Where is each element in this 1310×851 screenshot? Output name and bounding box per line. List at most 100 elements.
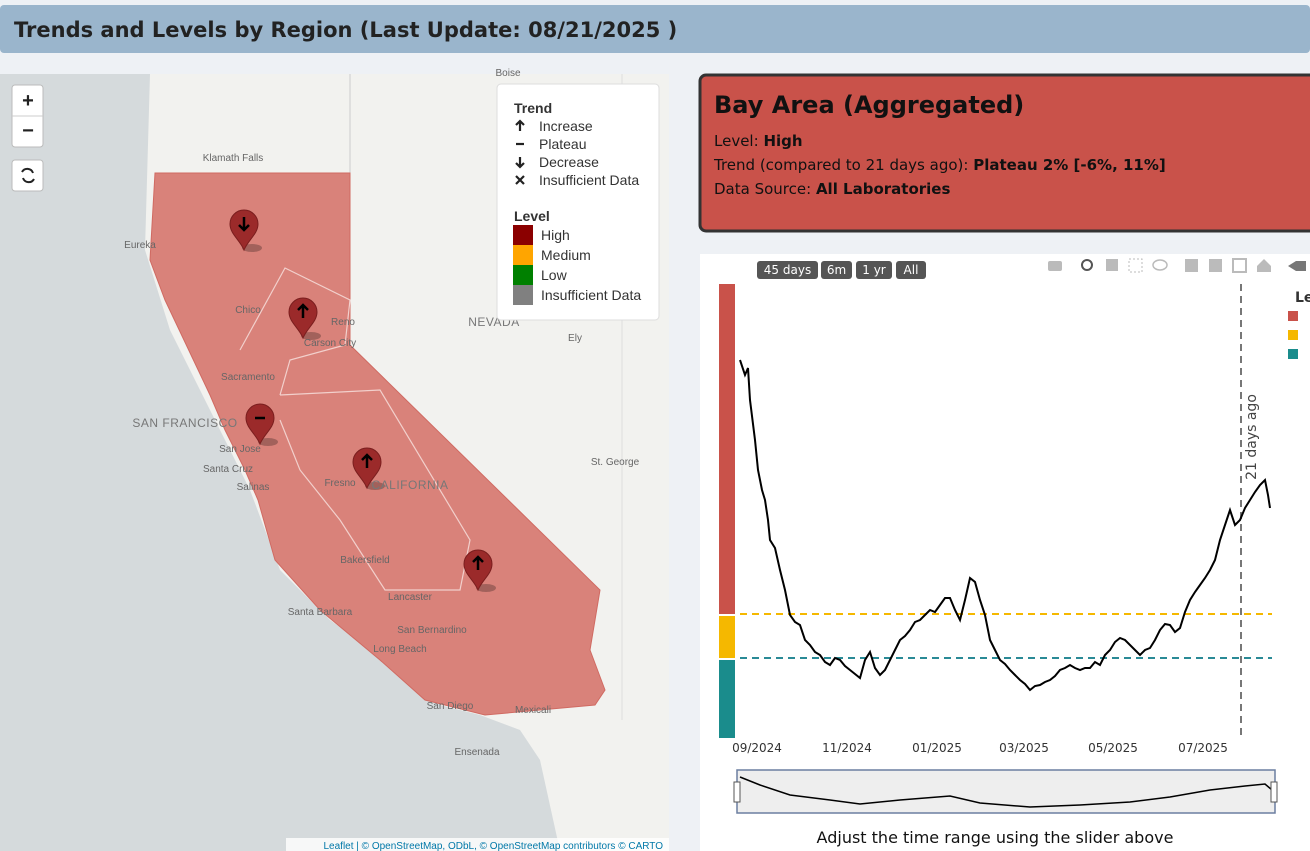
map-label: Boise (495, 68, 520, 79)
modebar-button[interactable] (1209, 259, 1222, 272)
map-label: Ensenada (454, 747, 499, 758)
zoom-in[interactable]: + (22, 90, 34, 112)
modebar-button[interactable] (1232, 258, 1247, 273)
level-band (719, 616, 735, 658)
range-button[interactable] (856, 261, 892, 279)
range-button[interactable] (757, 261, 818, 279)
marker-pin (463, 549, 493, 592)
map-label: Long Beach (373, 644, 426, 655)
map-label: Carson City (304, 338, 356, 349)
reset-button[interactable] (11, 159, 44, 192)
legend-label: Plateau (539, 136, 586, 152)
region-marker[interactable] (229, 209, 262, 252)
region-marker[interactable] (288, 297, 321, 340)
legend-icon (515, 175, 525, 185)
region-marker[interactable] (463, 549, 496, 592)
range-button[interactable] (821, 261, 852, 279)
map-label: San Jose (219, 444, 261, 455)
map-label: Fresno (324, 478, 356, 489)
value: High (763, 132, 802, 150)
marker-shadow (242, 244, 262, 252)
attribution[interactable]: Leaflet | © OpenStreetMap, ODbL, © OpenS… (324, 841, 664, 851)
modebar-button[interactable] (1128, 258, 1143, 273)
map-label: Santa Cruz (203, 464, 253, 475)
legend-icon (515, 157, 525, 169)
legend-swatch (1288, 349, 1298, 359)
map-label: Sacramento (221, 372, 275, 383)
x-tick-label: 01/2025 (912, 741, 962, 755)
x-tick-label: 05/2025 (1088, 741, 1138, 755)
header-title: Trends and Levels by Region (Last Update… (14, 18, 677, 42)
legend-title: Trend (514, 100, 552, 116)
region-marker[interactable] (245, 403, 278, 446)
range-button-label[interactable]: 6m (827, 263, 846, 277)
zoom-out[interactable]: − (22, 120, 34, 142)
range-button-label[interactable]: 45 days (764, 263, 811, 277)
info-panel (698, 73, 1310, 233)
marker-pin (352, 447, 382, 490)
legend-icon (515, 119, 525, 131)
trend-line (739, 359, 1271, 692)
annotation: 21 days ago (1244, 394, 1260, 480)
slider-line (739, 776, 1273, 808)
subregion-borders (239, 267, 471, 591)
range-button-label[interactable]: All (904, 263, 919, 277)
label: Data Source: (714, 180, 811, 198)
slider-handle[interactable] (1270, 781, 1278, 803)
modebar-button[interactable] (1106, 259, 1118, 271)
map-label: Lancaster (388, 592, 433, 603)
modebar-button[interactable] (1081, 259, 1093, 271)
legend-swatch (513, 225, 533, 245)
legend-swatch (1288, 311, 1298, 321)
legend-label: Increase (539, 118, 593, 134)
modebar-button[interactable] (1152, 259, 1168, 271)
marker-icon (297, 303, 309, 318)
range-button-label[interactable]: 1 yr (862, 263, 886, 277)
label: Trend (compared to 21 days ago): (713, 156, 968, 174)
x-tick-label: 09/2024 (732, 741, 782, 755)
label: Level: (714, 132, 759, 150)
marker-shadow (476, 584, 496, 592)
map-label: Reno (331, 317, 355, 328)
marker-pin (288, 297, 318, 340)
marker-icon (361, 453, 373, 468)
modebar-button[interactable] (1257, 259, 1271, 272)
slider-handle[interactable] (733, 781, 741, 803)
modebar-button[interactable] (1185, 259, 1198, 272)
reset-icon (21, 167, 35, 184)
region-marker[interactable] (352, 447, 385, 490)
x-tick-label: 07/2025 (1178, 741, 1228, 755)
legend-swatch (513, 285, 533, 305)
map[interactable]: Klamath Falls Eureka Chico Reno Carson City S… (0, 68, 669, 851)
value: Plateau 2% [-6%, 11%] (973, 156, 1166, 174)
modebar-button[interactable] (1288, 261, 1306, 271)
slider-caption: Adjust the time range using the slider a… (817, 828, 1174, 847)
panel-title: Bay Area (Aggregated) (714, 91, 1024, 119)
legend-label: Low (541, 267, 568, 283)
marker-shadow (258, 438, 278, 446)
legend-title: Le (1295, 290, 1310, 306)
panel-level: Level: High (714, 132, 803, 150)
x-tick-label: 11/2024 (822, 741, 872, 755)
map-label: SAN FRANCISCO (132, 416, 237, 430)
legend-swatch (1288, 330, 1298, 340)
value: All Laboratories (816, 180, 951, 198)
range-button[interactable] (896, 261, 926, 279)
range-slider[interactable] (736, 769, 1276, 814)
marker-icon (472, 555, 484, 570)
modebar (1048, 258, 1306, 273)
map-label: Santa Barbara (288, 607, 353, 618)
legend-swatch (513, 245, 533, 265)
map-label: Ely (568, 333, 582, 344)
header-bar (0, 5, 1310, 53)
legend-label: High (541, 227, 570, 243)
modebar-button[interactable] (1048, 261, 1062, 271)
california-region[interactable] (149, 172, 606, 716)
x-tick-label: 03/2025 (999, 741, 1049, 755)
legend-label: Medium (541, 247, 591, 263)
legend-label: Decrease (539, 154, 599, 170)
marker-shadow (365, 482, 385, 490)
marker-icon (238, 217, 250, 232)
panel-trend: Trend (compared to 21 days ago): Plateau… (713, 156, 1166, 174)
